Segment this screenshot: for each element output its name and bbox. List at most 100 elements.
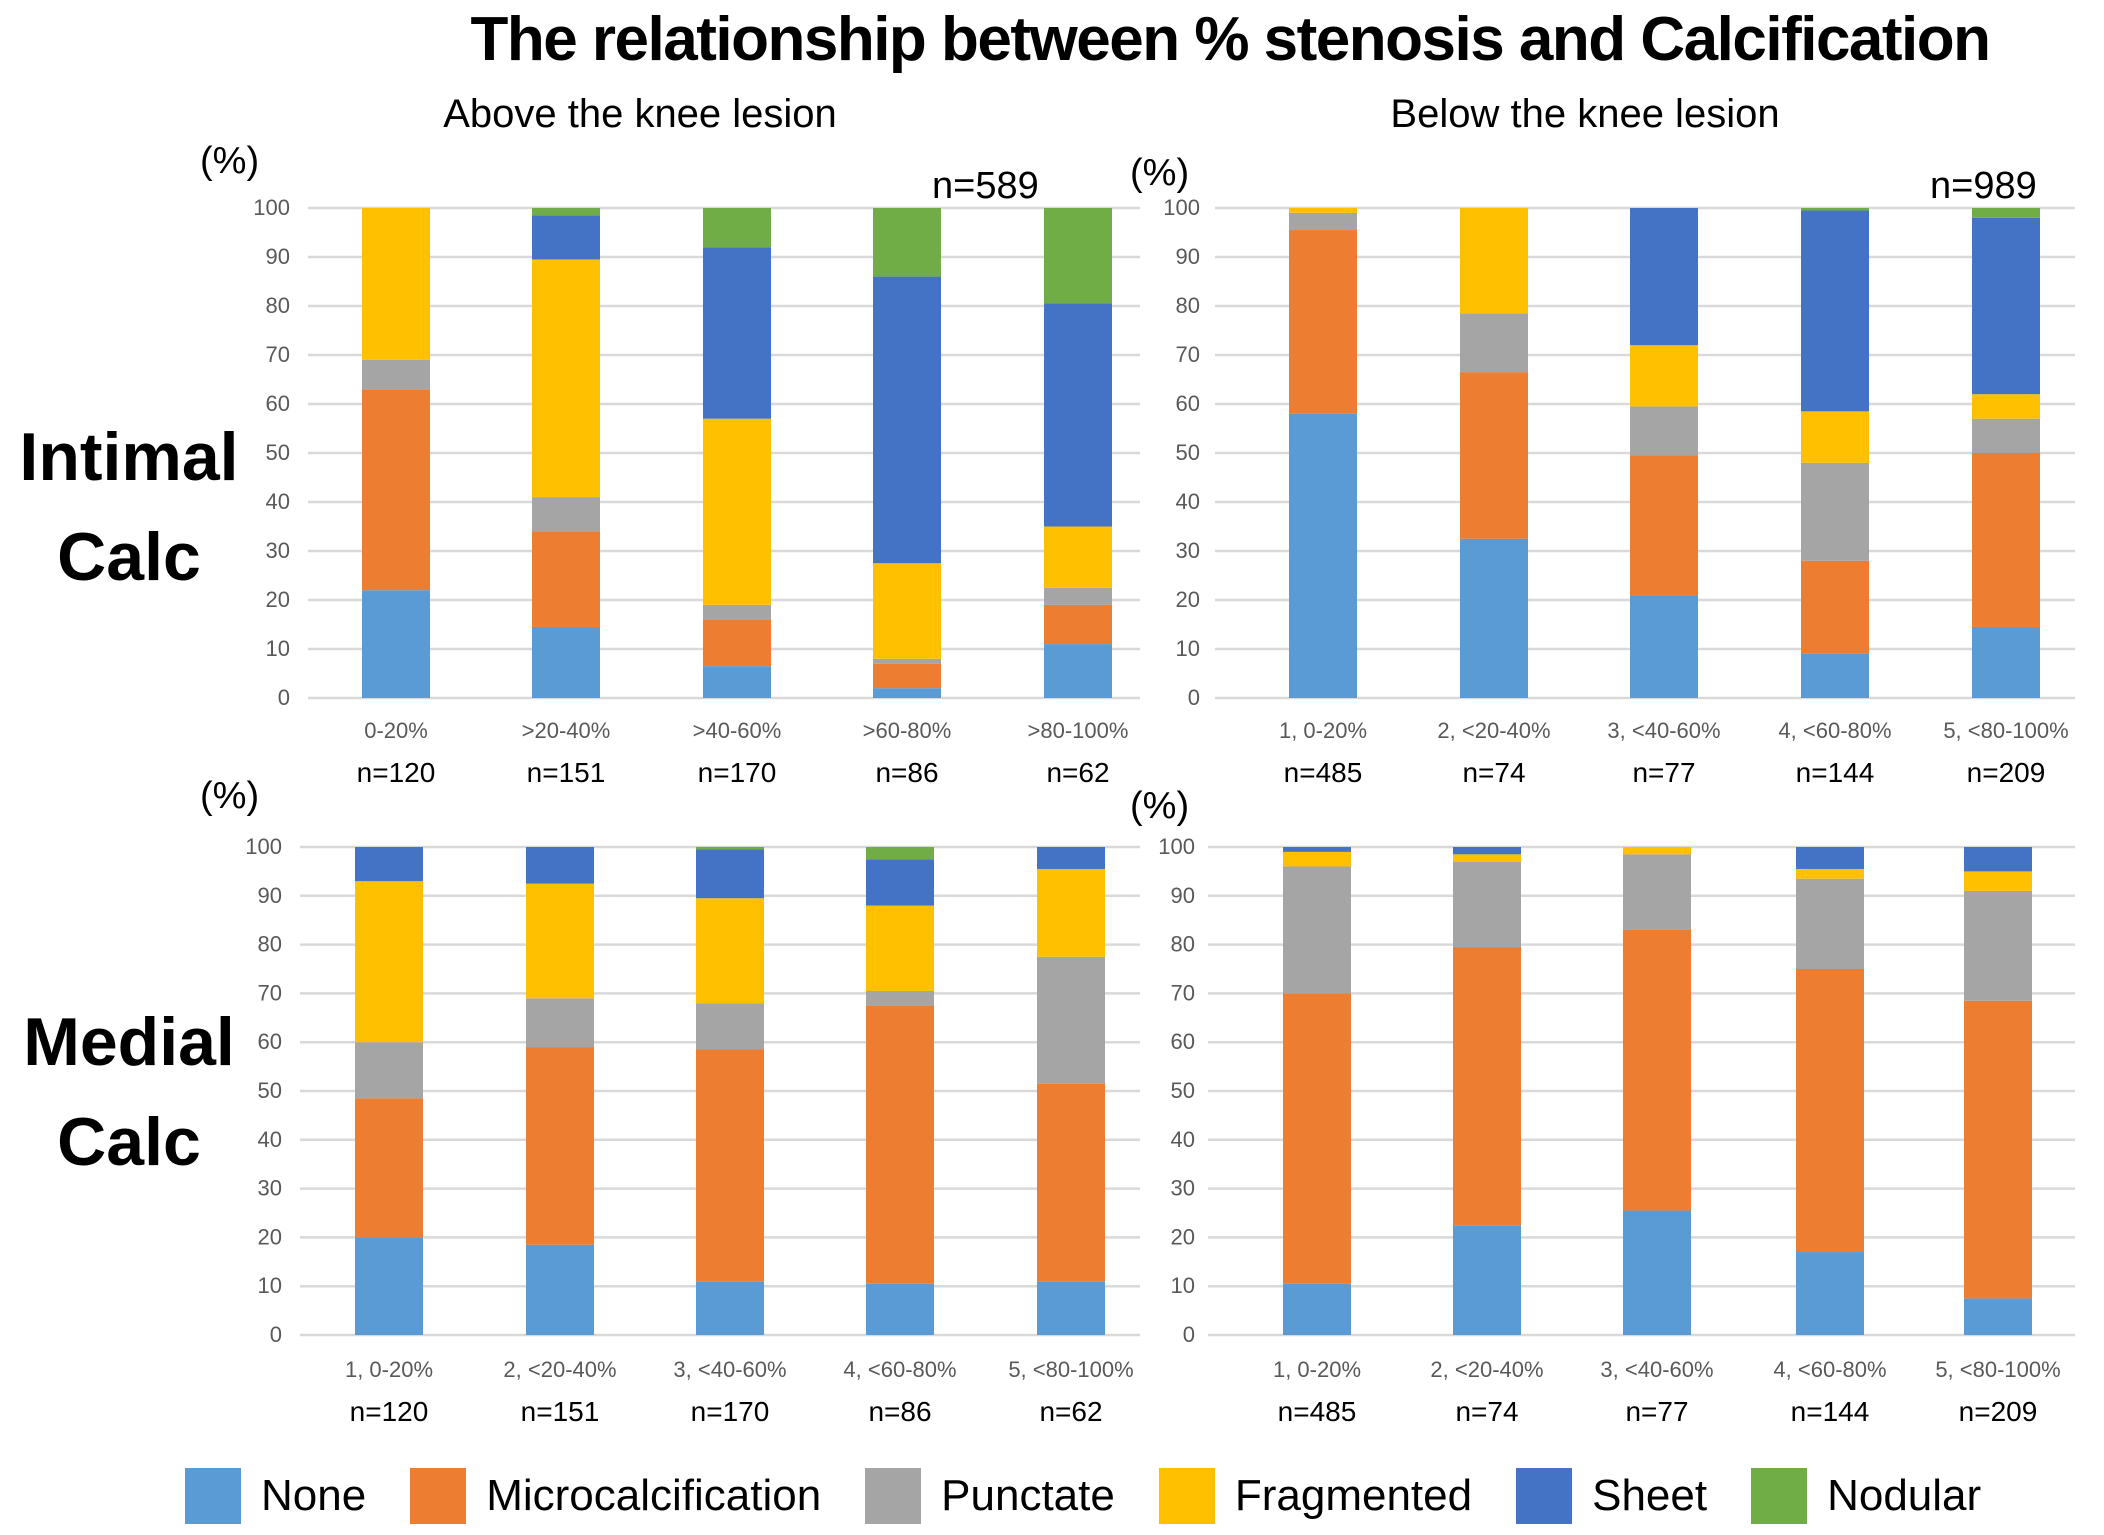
legend-swatch <box>1516 1468 1573 1524</box>
bar-segment-fragmented <box>1964 871 2032 891</box>
y-tick-label: 30 <box>1176 538 1200 563</box>
bar-segment-nodular <box>1972 208 2040 218</box>
x-tick-label: >40-60% <box>693 718 782 743</box>
category-count-label: n=77 <box>1632 757 1695 788</box>
bar-segment-none <box>1964 1298 2032 1335</box>
x-tick-label: 5, <80-100% <box>1943 718 2068 743</box>
legend-label: Nodular <box>1827 1471 1982 1520</box>
x-tick-label: 4, <60-80% <box>1778 718 1891 743</box>
row-label-intimal: Intimal Calc <box>4 407 254 607</box>
bar-segment-microcalcification <box>1460 372 1528 539</box>
bar-segment-fragmented <box>355 881 423 1043</box>
category-count-label: n=120 <box>357 757 436 788</box>
bar-segment-microcalcification <box>1630 455 1698 596</box>
bar-segment-fragmented <box>1289 208 1357 213</box>
bar-segment-none <box>873 688 941 698</box>
legend-label: None <box>261 1471 367 1520</box>
category-count-label: n=485 <box>1278 1396 1357 1427</box>
bar-segment-none <box>1453 1225 1521 1335</box>
y-tick-label: 80 <box>266 293 290 318</box>
legend-label: Fragmented <box>1234 1471 1473 1520</box>
bar-segment-microcalcification <box>696 1049 764 1282</box>
y-tick-label: 10 <box>1171 1273 1195 1298</box>
bar-segment-sheet <box>1801 210 1869 412</box>
category-count-label: n=120 <box>350 1396 429 1427</box>
row-label-line: Calc <box>57 519 201 595</box>
bar-segment-sheet <box>526 847 594 884</box>
bar-segment-punctate <box>526 998 594 1048</box>
y-tick-label: 90 <box>1171 883 1195 908</box>
legend-swatch <box>185 1468 241 1524</box>
bar-segment-microcalcification <box>1796 969 1864 1253</box>
row-label-medial: Medial Calc <box>4 992 254 1192</box>
bar-segment-none <box>1972 626 2040 698</box>
bar-segment-punctate <box>1289 212 1357 231</box>
x-tick-label: 2, <20-40% <box>1430 1357 1543 1382</box>
category-count-label: n=144 <box>1791 1396 1870 1427</box>
bar-segment-microcalcification <box>1037 1083 1105 1282</box>
bar-segment-sheet <box>866 859 934 906</box>
x-tick-label: 4, <60-80% <box>843 1357 956 1382</box>
bar-segment-fragmented <box>362 208 430 360</box>
y-unit-label: (%) <box>200 775 260 817</box>
bar-segment-fragmented <box>1283 851 1351 867</box>
bar-segment-fragmented <box>1044 526 1112 588</box>
y-tick-label: 100 <box>1158 834 1195 859</box>
category-count-label: n=74 <box>1462 757 1525 788</box>
legend-label: Microcalcification <box>486 1471 822 1520</box>
bar-segment-punctate <box>362 359 430 390</box>
y-tick-label: 10 <box>1176 636 1200 661</box>
bar-segment-fragmented <box>696 898 764 1004</box>
bar-segment-none <box>1630 595 1698 698</box>
bar-segment-punctate <box>1796 878 1864 969</box>
y-tick-label: 70 <box>266 342 290 367</box>
y-tick-label: 0 <box>270 1322 282 1347</box>
bar-segment-sheet <box>1283 847 1351 852</box>
bar-segment-microcalcification <box>1283 993 1351 1284</box>
legend-swatch <box>865 1468 922 1524</box>
category-count-label: n=209 <box>1959 1396 2038 1427</box>
y-tick-label: 80 <box>258 932 282 957</box>
category-count-label: n=86 <box>875 757 938 788</box>
bar-segment-microcalcification <box>703 619 771 667</box>
y-tick-label: 100 <box>245 834 282 859</box>
bar-segment-punctate <box>1453 861 1521 948</box>
bar-segment-punctate <box>696 1003 764 1050</box>
bar-segment-none <box>1289 413 1357 698</box>
bar-segment-fragmented <box>1453 854 1521 862</box>
bar-segment-punctate <box>866 990 934 1006</box>
bar-segment-nodular <box>696 847 764 850</box>
y-tick-label: 0 <box>1188 685 1200 710</box>
bar-segment-sheet <box>873 276 941 564</box>
bar-segment-nodular <box>1801 208 1869 211</box>
legend-item-nodular: Nodular <box>1751 1468 1981 1524</box>
bar-segment-punctate <box>1972 418 2040 453</box>
legend-item-fragmented: Fragmented <box>1158 1468 1473 1524</box>
y-tick-label: 90 <box>1176 244 1200 269</box>
bar-segment-nodular <box>703 208 771 248</box>
bar-segment-nodular <box>1044 208 1112 304</box>
x-tick-label: 3, <40-60% <box>673 1357 786 1382</box>
y-tick-label: 20 <box>258 1224 282 1249</box>
x-tick-label: 3, <40-60% <box>1600 1357 1713 1382</box>
bar-segment-none <box>703 666 771 698</box>
bar-segment-punctate <box>1037 956 1105 1084</box>
y-tick-label: 90 <box>258 883 282 908</box>
bar-segment-punctate <box>1801 462 1869 561</box>
x-tick-label: 5, <80-100% <box>1008 1357 1133 1382</box>
y-unit-label: (%) <box>1130 152 1190 194</box>
category-count-label: n=151 <box>521 1396 600 1427</box>
bar-segment-microcalcification <box>1289 230 1357 414</box>
bar-segment-fragmented <box>1037 868 1105 957</box>
bar-segment-sheet <box>355 847 423 882</box>
bar-segment-microcalcification <box>526 1047 594 1245</box>
x-tick-label: 4, <60-80% <box>1773 1357 1886 1382</box>
y-tick-label: 40 <box>258 1127 282 1152</box>
y-tick-label: 10 <box>258 1273 282 1298</box>
y-tick-label: 30 <box>266 538 290 563</box>
y-tick-label: 100 <box>253 195 290 220</box>
x-tick-label: 2, <20-40% <box>503 1357 616 1382</box>
bar-segment-sheet <box>1972 217 2040 395</box>
bar-segment-punctate <box>1044 587 1112 605</box>
bar-segment-none <box>362 590 430 698</box>
